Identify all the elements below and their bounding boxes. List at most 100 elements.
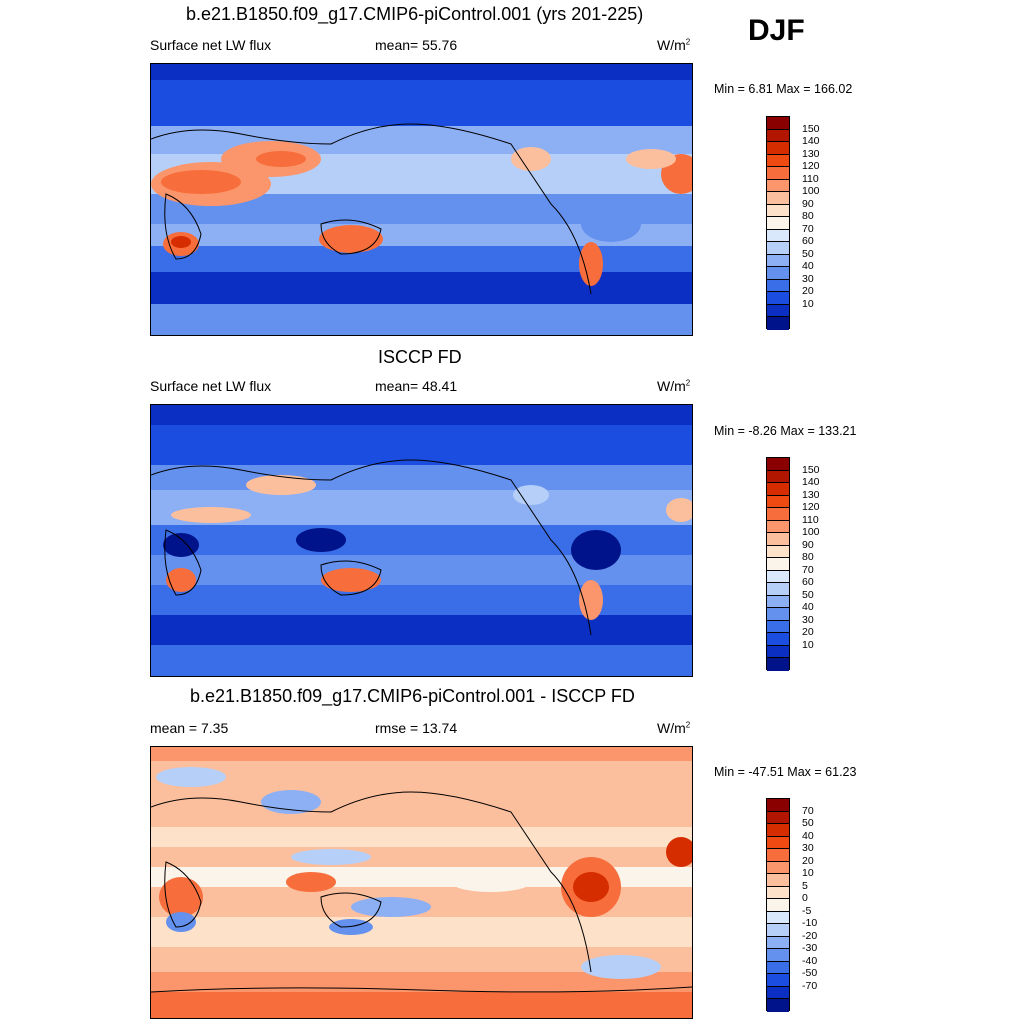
panel2-title: ISCCP FD [378, 347, 462, 367]
colorbar-segment [767, 483, 789, 496]
colorbar-tick-label: 50 [802, 247, 814, 260]
colorbar-tick-label: 10 [802, 297, 814, 310]
colorbar-tick-label: 120 [802, 501, 820, 514]
panel1-map [150, 63, 693, 336]
colorbar-tick-label: 100 [802, 185, 820, 198]
colorbar-segment [767, 292, 789, 305]
colorbar-tick-label: 150 [802, 463, 820, 476]
colorbar-segment [767, 886, 789, 900]
colorbar-tick-label: 20 [802, 285, 814, 298]
colorbar-tick-label: 150 [802, 122, 820, 135]
colorbar-segment [767, 154, 789, 168]
panel1-units: W/m2 [657, 37, 691, 53]
panel3-minmax: Min = -47.51 Max = 61.23 [714, 765, 857, 779]
colorbar-tick-label: 10 [802, 867, 814, 880]
colorbar-segment [767, 633, 789, 646]
colorbar-segment [767, 974, 789, 987]
colorbar-segment [767, 508, 789, 521]
colorbar-segment [767, 495, 789, 509]
season-label: DJF [748, 14, 805, 47]
colorbar-tick-label: 30 [802, 613, 814, 626]
panel3-mean: mean = 7.35 [150, 720, 229, 736]
colorbar-tick-label: -50 [802, 967, 818, 980]
panel3-map [150, 746, 693, 1019]
colorbar-tick-label: 90 [802, 197, 814, 210]
colorbar-segment [767, 961, 789, 975]
colorbar-tick-label: 20 [802, 854, 814, 867]
colorbar-segment [767, 986, 789, 1000]
colorbar-tick-label: -30 [802, 942, 818, 955]
colorbar-segment [767, 658, 789, 671]
colorbar-tick-label: 30 [802, 842, 814, 855]
colorbar-segment [767, 861, 789, 875]
colorbar-segment [767, 167, 789, 180]
colorbar-segment [767, 317, 789, 330]
colorbar-tick-label: -40 [802, 954, 818, 967]
colorbar-segment [767, 142, 789, 155]
colorbar-tick-label: 70 [802, 563, 814, 576]
colorbar-tick-label: 40 [802, 260, 814, 273]
colorbar-segment [767, 254, 789, 268]
colorbar-tick-label: 90 [802, 538, 814, 551]
colorbar-segment [767, 229, 789, 243]
colorbar-tick-label: 30 [802, 272, 814, 285]
colorbar-tick-label: 10 [802, 638, 814, 651]
colorbar-tick-label: 40 [802, 601, 814, 614]
panel1-colorbar [766, 116, 790, 330]
colorbar-segment [767, 117, 789, 130]
colorbar-segment [767, 608, 789, 621]
panel2-minmax: Min = -8.26 Max = 133.21 [714, 424, 857, 438]
panel3-map-svg [151, 747, 692, 1018]
colorbar-segment [767, 179, 789, 193]
colorbar-tick-label: 80 [802, 210, 814, 223]
colorbar-tick-label: 60 [802, 235, 814, 248]
colorbar-segment [767, 620, 789, 634]
colorbar-segment [767, 799, 789, 812]
colorbar-tick-label: 50 [802, 817, 814, 830]
colorbar-segment [767, 836, 789, 850]
panel3-title: b.e21.B1850.f09_g17.CMIP6-piControl.001 … [190, 686, 635, 706]
colorbar-tick-label: 50 [802, 588, 814, 601]
colorbar-segment [767, 911, 789, 925]
colorbar-segment [767, 242, 789, 255]
colorbar-segment [767, 936, 789, 950]
colorbar-tick-label: 60 [802, 576, 814, 589]
colorbar-segment [767, 645, 789, 659]
colorbar-segment [767, 849, 789, 862]
colorbar-tick-label: 130 [802, 488, 820, 501]
colorbar-segment [767, 924, 789, 937]
colorbar-tick-label: 70 [802, 804, 814, 817]
colorbar-tick-label: 140 [802, 476, 820, 489]
colorbar-tick-label: 110 [802, 513, 819, 526]
colorbar-segment [767, 595, 789, 609]
colorbar-segment [767, 824, 789, 837]
colorbar-segment [767, 999, 789, 1012]
colorbar-tick-label: 5 [802, 879, 808, 892]
panel1-minmax: Min = 6.81 Max = 166.02 [714, 82, 853, 96]
panel2-variable: Surface net LW flux [150, 378, 272, 394]
colorbar-tick-label: 80 [802, 551, 814, 564]
colorbar-segment [767, 874, 789, 887]
colorbar-segment [767, 811, 789, 825]
colorbar-segment [767, 217, 789, 230]
colorbar-segment [767, 129, 789, 143]
colorbar-segment [767, 304, 789, 318]
colorbar-segment [767, 279, 789, 293]
panel3-colorbar [766, 798, 790, 1012]
colorbar-tick-label: -70 [802, 979, 818, 992]
colorbar-segment [767, 949, 789, 962]
colorbar-tick-label: 70 [802, 222, 814, 235]
colorbar-segment [767, 204, 789, 218]
colorbar-tick-label: 120 [802, 160, 820, 173]
colorbar-segment [767, 470, 789, 484]
colorbar-tick-label: 110 [802, 172, 819, 185]
panel2-mean: mean= 48.41 [375, 378, 458, 394]
colorbar-segment [767, 558, 789, 571]
panel2-units: W/m2 [657, 378, 691, 394]
panel1-mean: mean= 55.76 [375, 37, 458, 53]
colorbar-segment [767, 458, 789, 471]
panel2-colorbar [766, 457, 790, 671]
colorbar-tick-label: 130 [802, 147, 820, 160]
panel2-map [150, 404, 693, 677]
panel1-title: b.e21.B1850.f09_g17.CMIP6-piControl.001 … [186, 4, 644, 24]
